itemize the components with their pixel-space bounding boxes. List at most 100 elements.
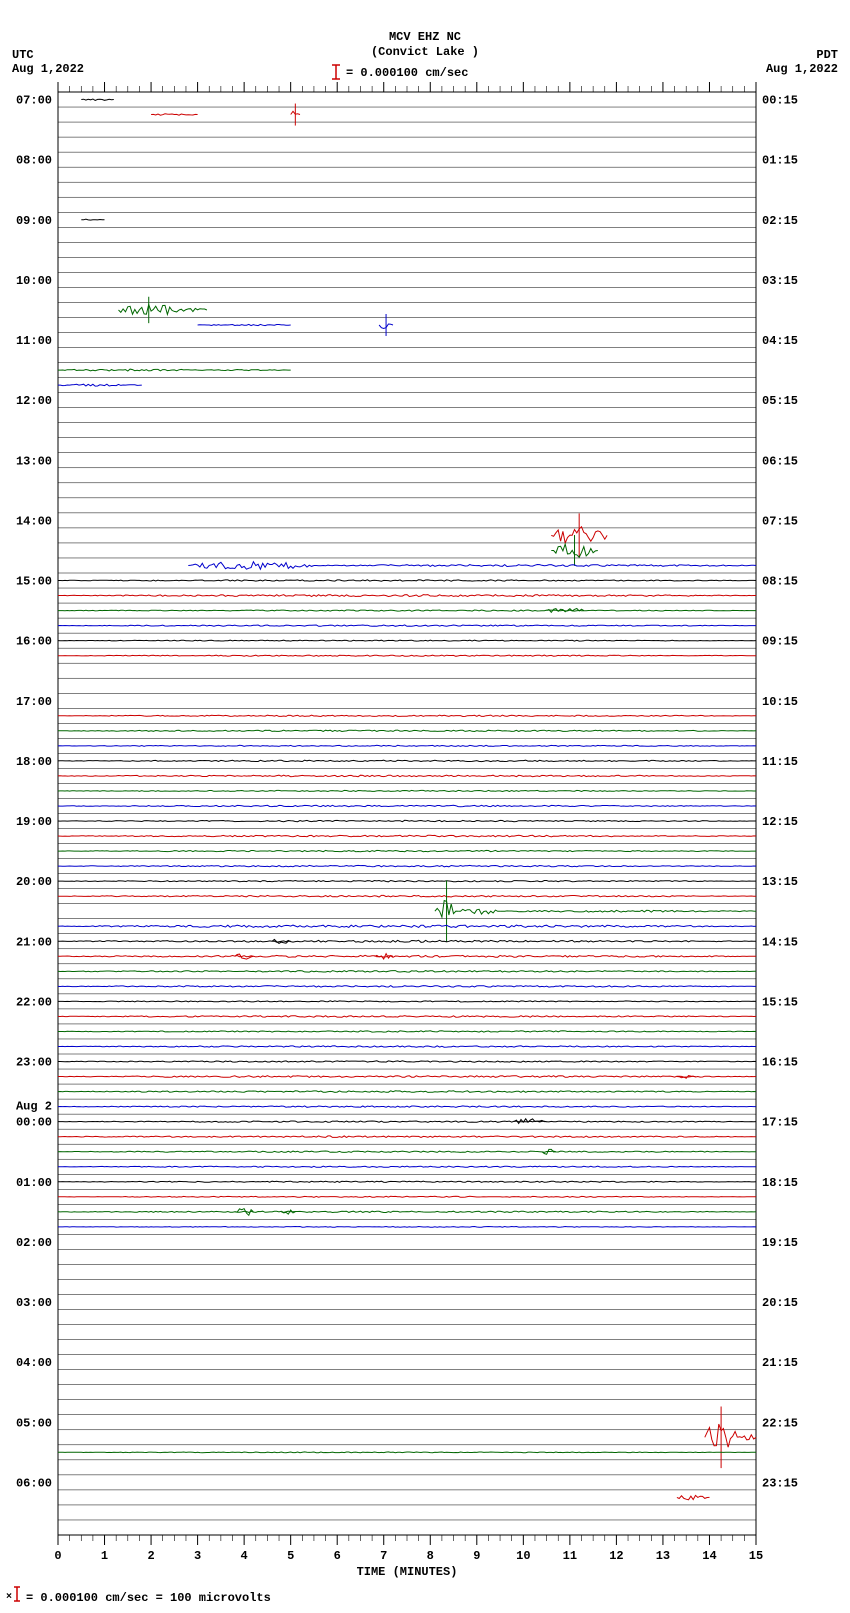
trace-segment <box>58 1452 756 1453</box>
left-hour-label: 03:00 <box>16 1296 52 1310</box>
trace-segment <box>58 595 756 597</box>
x-tick-label: 10 <box>516 1549 530 1563</box>
trace-segment <box>198 324 291 325</box>
trace-segment <box>677 1495 710 1499</box>
left-hour-label: 20:00 <box>16 875 52 889</box>
trace-segment <box>58 369 198 371</box>
trace-segment <box>58 610 756 611</box>
trace-segment <box>458 909 500 914</box>
right-hour-label: 20:15 <box>762 1296 798 1310</box>
left-hour-label: 07:00 <box>16 94 52 108</box>
left-hour-label: 10:00 <box>16 274 52 288</box>
x-tick-label: 15 <box>749 1549 763 1563</box>
x-tick-label: 7 <box>380 1549 387 1563</box>
x-tick-label: 13 <box>656 1549 670 1563</box>
left-hour-label: 15:00 <box>16 575 52 589</box>
x-tick-label: 6 <box>334 1549 341 1563</box>
right-hour-label: 18:15 <box>762 1176 798 1190</box>
trace-segment <box>235 954 254 959</box>
trace-segment <box>58 655 756 656</box>
right-hour-label: 22:15 <box>762 1416 798 1430</box>
trace-segment <box>58 820 756 821</box>
right-hour-label: 06:15 <box>762 454 798 468</box>
trace-segment <box>58 1016 756 1018</box>
trace-segment <box>58 895 756 897</box>
trace-segment <box>58 1227 756 1228</box>
trace-segment <box>58 1061 756 1062</box>
trace-segment <box>58 1106 756 1107</box>
trace-segment <box>58 1091 756 1093</box>
left-hour-label: 14:00 <box>16 514 52 528</box>
right-hour-label: 16:15 <box>762 1056 798 1070</box>
x-tick-label: 9 <box>473 1549 480 1563</box>
left-hour-label: 13:00 <box>16 454 52 468</box>
footer-right: 100 microvolts <box>170 1591 271 1605</box>
trace-segment <box>81 99 114 100</box>
trace-segment <box>58 955 756 957</box>
right-hour-label: 17:15 <box>762 1116 798 1130</box>
right-hour-label: 21:15 <box>762 1356 798 1370</box>
footer-scale-bar-icon: × <box>6 1585 22 1607</box>
trace-segment <box>58 1196 756 1197</box>
left-hour-label: 18:00 <box>16 755 52 769</box>
x-tick-label: 8 <box>427 1549 434 1563</box>
trace-segment <box>58 925 756 927</box>
left-hour-label: 09:00 <box>16 214 52 228</box>
svg-text:×: × <box>6 1592 12 1603</box>
trace-segment <box>58 986 756 988</box>
left-hour-label: 23:00 <box>16 1056 52 1070</box>
x-tick-label: 11 <box>563 1549 577 1563</box>
trace-segment <box>81 219 104 220</box>
right-hour-label: 13:15 <box>762 875 798 889</box>
trace-segment <box>58 1046 756 1047</box>
trace-segment <box>58 625 756 626</box>
left-hour-label: 19:00 <box>16 815 52 829</box>
left-hour-label: 16:00 <box>16 635 52 649</box>
left-hour-label: 05:00 <box>16 1416 52 1430</box>
trace-segment <box>58 1031 756 1032</box>
x-tick-label: 5 <box>287 1549 294 1563</box>
left-hour-label: 00:00 <box>16 1116 52 1130</box>
trace-segment <box>58 1151 756 1152</box>
trace-segment <box>58 715 756 716</box>
right-hour-label: 12:15 <box>762 815 798 829</box>
trace-segment <box>58 1001 756 1002</box>
trace-segment <box>58 940 756 942</box>
trace-segment <box>737 1435 756 1440</box>
trace-segment <box>58 1121 756 1122</box>
trace-segment <box>58 971 756 973</box>
trace-segment <box>58 850 756 851</box>
trace-segment <box>58 745 756 746</box>
right-hour-label: 02:15 <box>762 214 798 228</box>
x-tick-label: 3 <box>194 1549 201 1563</box>
trace-segment <box>314 565 756 567</box>
x-axis-label: TIME (MINUTES) <box>357 1565 458 1579</box>
trace-segment <box>58 865 756 866</box>
x-tick-label: 2 <box>147 1549 154 1563</box>
x-tick-label: 1 <box>101 1549 108 1563</box>
left-hour-label: 01:00 <box>16 1176 52 1190</box>
left-hour-label: 04:00 <box>16 1356 52 1370</box>
right-hour-label: 19:15 <box>762 1236 798 1250</box>
right-hour-label: 00:15 <box>762 94 798 108</box>
right-hour-label: 09:15 <box>762 635 798 649</box>
left-hour-label: 08:00 <box>16 154 52 168</box>
trace-segment <box>58 790 756 791</box>
right-hour-label: 07:15 <box>762 514 798 528</box>
x-tick-label: 12 <box>609 1549 623 1563</box>
left-hour-label: 22:00 <box>16 995 52 1009</box>
trace-segment <box>58 1166 756 1167</box>
trace-segment <box>500 910 756 912</box>
trace-segment <box>58 384 142 386</box>
trace-segment <box>58 580 756 581</box>
right-hour-label: 01:15 <box>762 154 798 168</box>
trace-segment <box>58 760 756 761</box>
trace-segment <box>58 1181 756 1182</box>
trace-segment <box>58 1211 756 1212</box>
right-hour-label: 03:15 <box>762 274 798 288</box>
x-tick-label: 14 <box>702 1549 716 1563</box>
x-tick-label: 0 <box>54 1549 61 1563</box>
left-hour-label: 06:00 <box>16 1476 52 1490</box>
left-hour-label: 11:00 <box>16 334 52 348</box>
trace-segment <box>58 640 756 641</box>
